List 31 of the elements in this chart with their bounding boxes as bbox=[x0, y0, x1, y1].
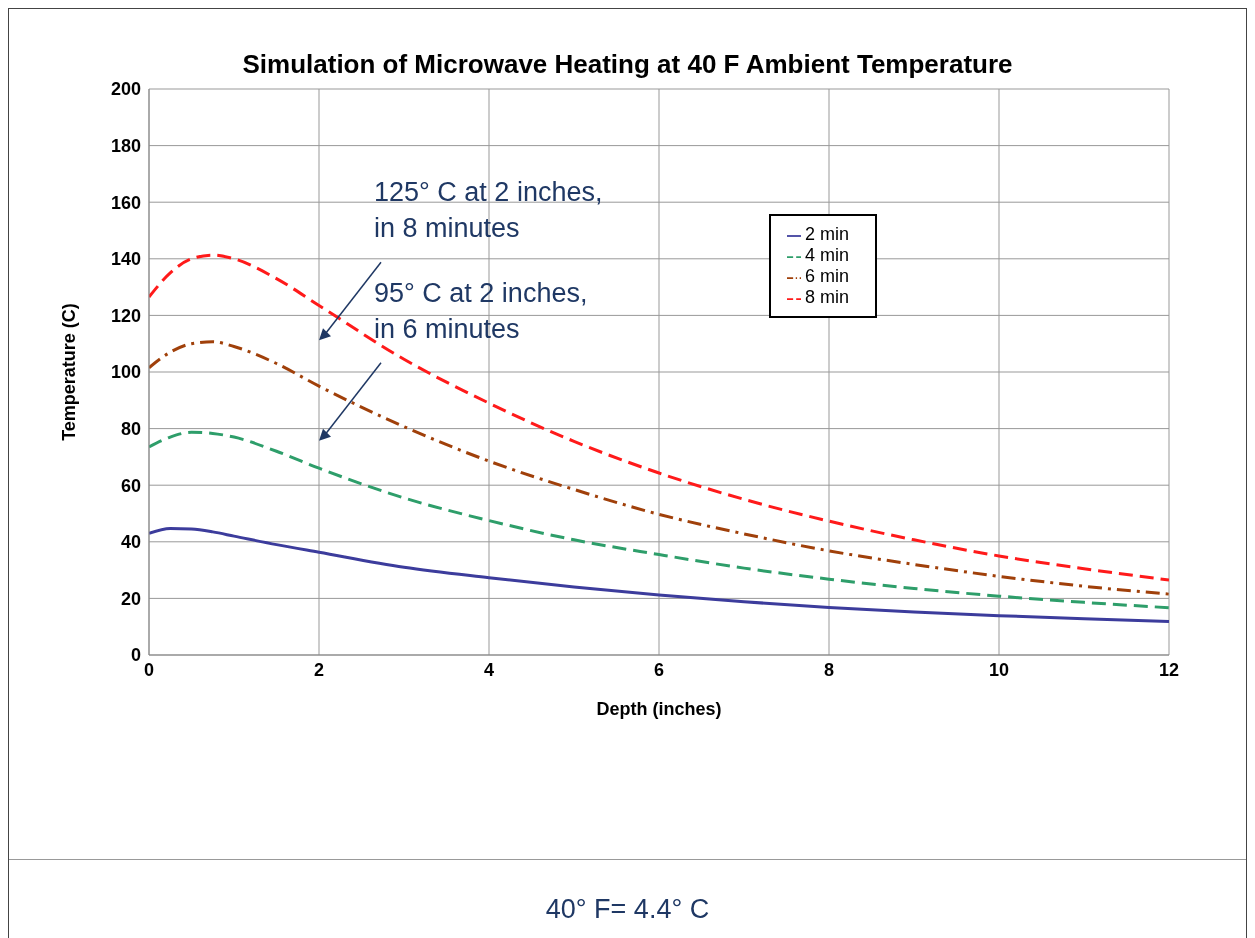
y-tick-label: 0 bbox=[130, 645, 141, 666]
x-tick-label: 8 bbox=[823, 659, 835, 680]
line-series bbox=[149, 527, 1169, 624]
y-tick-label: 100 bbox=[110, 362, 141, 383]
y-tick-label: 120 bbox=[110, 305, 141, 326]
text: 40° F= 4.4° C bbox=[544, 894, 711, 925]
y-tick-label: 40 bbox=[120, 532, 141, 553]
x-tick-label: 4 bbox=[483, 659, 495, 680]
legend-label: 2 min bbox=[805, 224, 850, 244]
x-tick-label: 12 bbox=[1158, 659, 1180, 680]
y-axis-title: Temperature (C) bbox=[59, 303, 80, 441]
x-tick-label: 10 bbox=[988, 659, 1010, 680]
legend-label: 6 min bbox=[805, 266, 850, 286]
y-tick-label: 180 bbox=[110, 135, 141, 156]
y-tick-label: 20 bbox=[120, 588, 141, 609]
chart-title: Simulation of Microwave Heating at 40 F Ambient Temperature bbox=[241, 49, 1014, 80]
y-tick-label: 160 bbox=[110, 192, 141, 213]
legend-label: 4 min bbox=[805, 245, 850, 265]
annotation: 125° C at 2 inches, in 8 minutes bbox=[374, 177, 603, 244]
y-tick-label: 200 bbox=[110, 79, 141, 100]
y-tick-label: 140 bbox=[110, 249, 141, 270]
annotation: 95° C at 2 inches, in 6 minutes bbox=[374, 277, 588, 344]
y-tick-label: 80 bbox=[120, 418, 141, 439]
line-series bbox=[149, 430, 1169, 610]
x-tick-label: 2 bbox=[313, 659, 325, 680]
x-tick-label: 6 bbox=[653, 659, 665, 680]
line-series bbox=[149, 340, 1169, 596]
x-axis-title: Depth (inches) bbox=[596, 699, 722, 719]
y-tick-label: 60 bbox=[120, 475, 141, 496]
x-tick-label: 0 bbox=[143, 659, 155, 680]
legend-label: 8 min bbox=[805, 287, 850, 307]
